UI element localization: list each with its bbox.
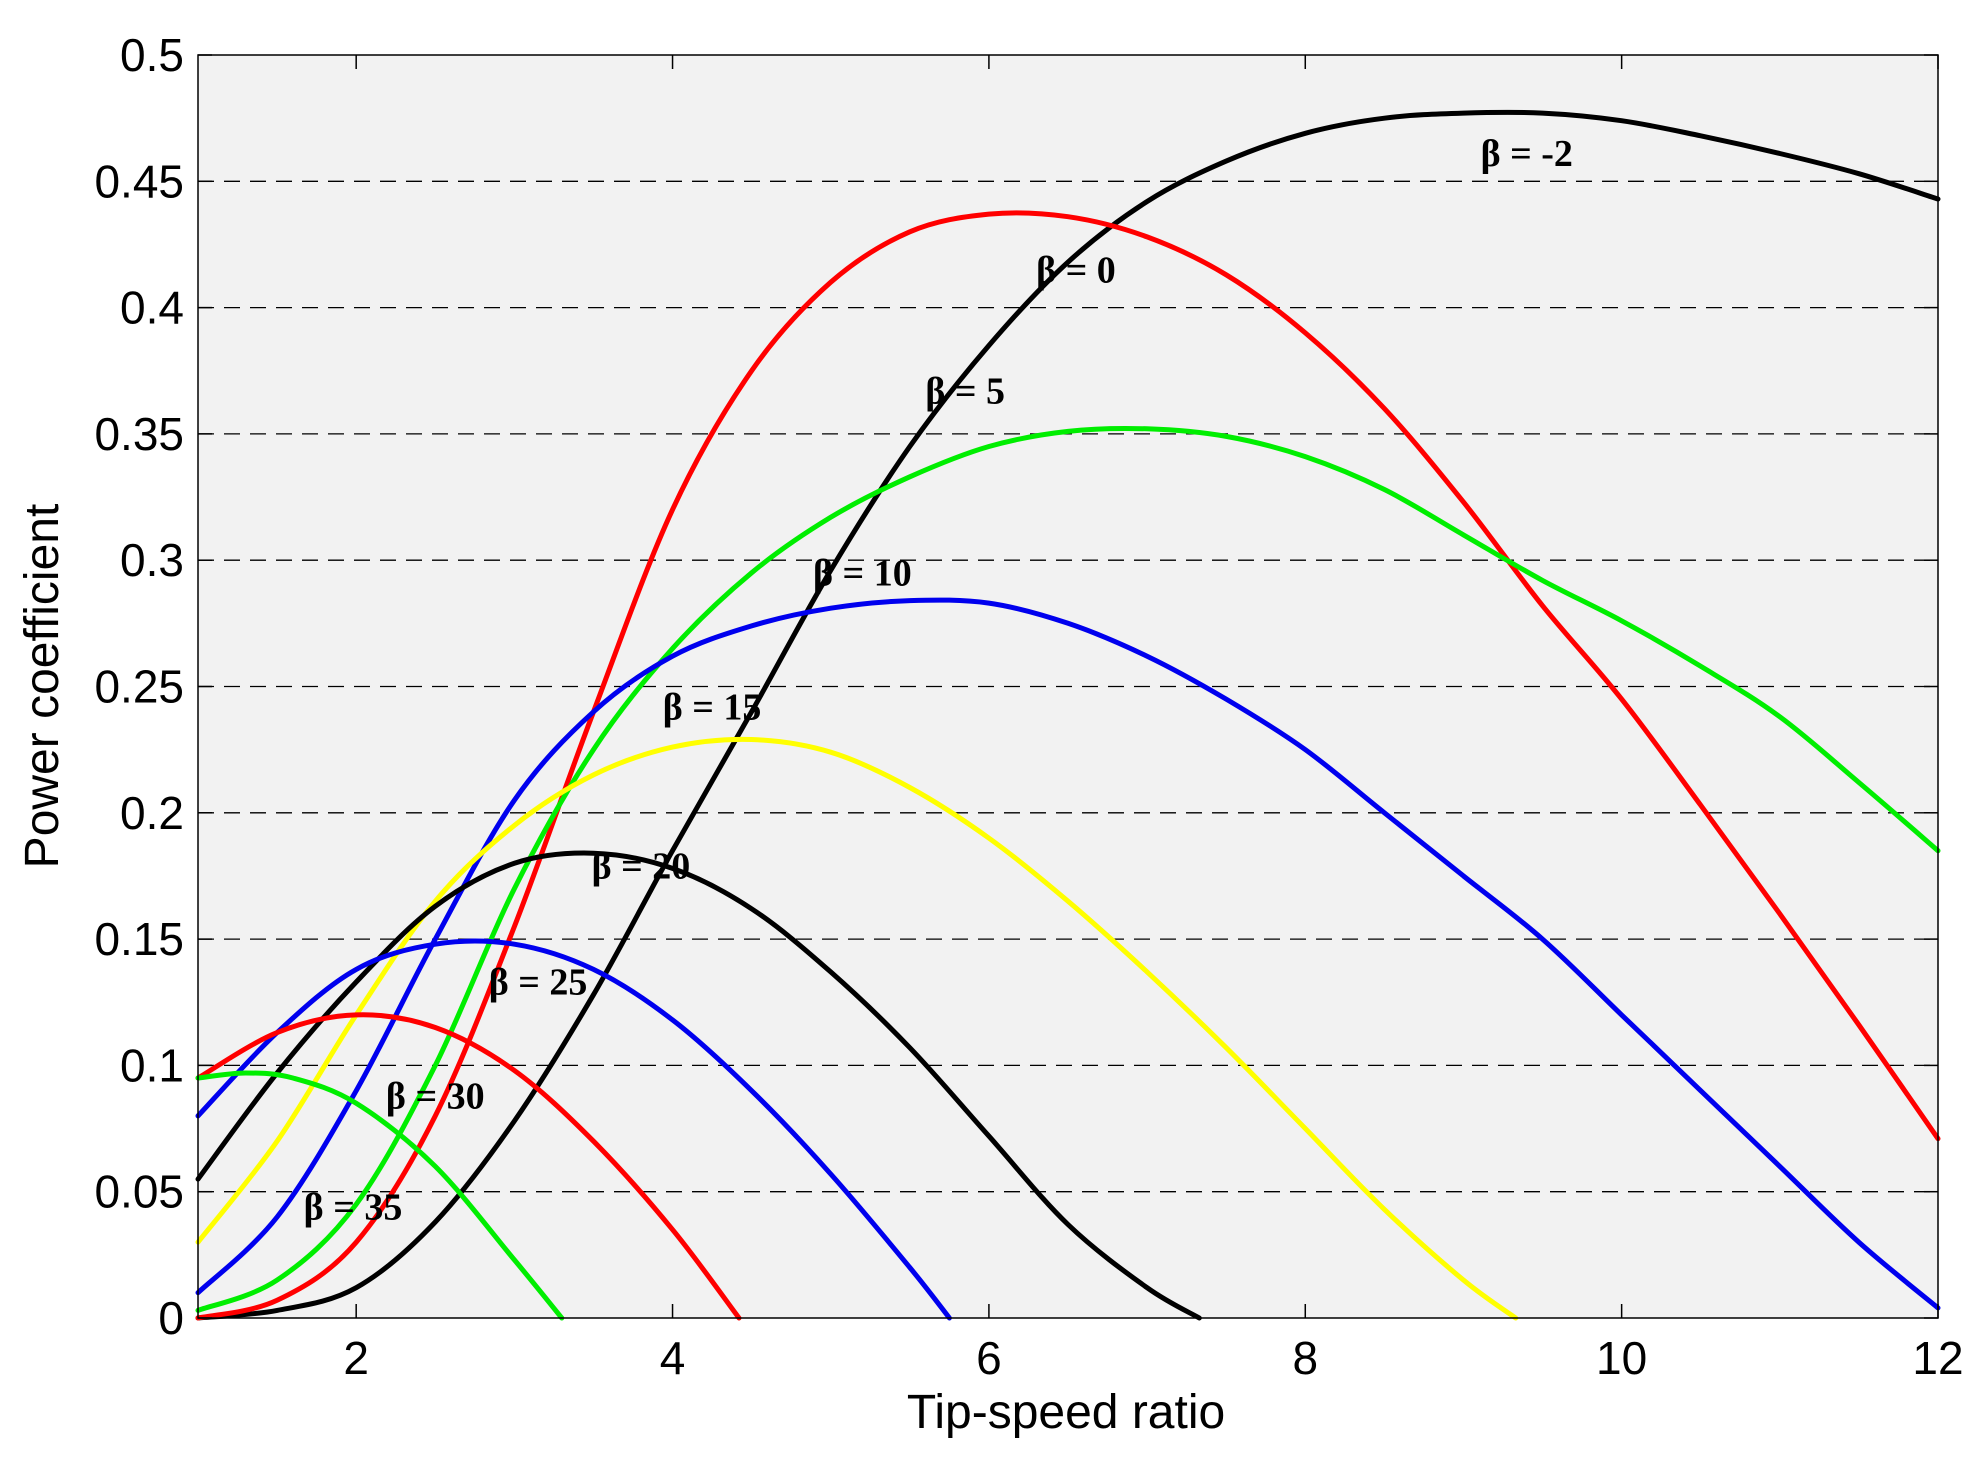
curve-label-beta-10: β = 10 (813, 552, 912, 594)
series-line-beta-5 (195, 425, 1941, 1313)
x-tick-label: 2 (343, 1332, 369, 1384)
x-tick-label: 10 (1596, 1332, 1647, 1384)
series-line-beta-30 (195, 1012, 742, 1321)
y-tick-label: 0.1 (120, 1039, 184, 1091)
y-tick-label: 0.4 (120, 282, 184, 334)
y-tick-label: 0.2 (120, 787, 184, 839)
tick-marks (198, 54, 1939, 1319)
y-tick-label: 0.05 (94, 1166, 184, 1218)
curve-labels: β = -2 β = 0 β = 5 β = 10 β = 15 β = 20 β = 25… (304, 133, 1573, 1228)
curve-label-beta-20: β = 20 (592, 845, 691, 887)
y-tick-label: 0.15 (94, 913, 184, 965)
x-axis-title: Tip-speed ratio (907, 1386, 1225, 1439)
series-group (195, 109, 1941, 1321)
series-line-beta-35 (195, 1070, 565, 1321)
x-tick-labels: 2 4 6 8 10 12 (343, 1332, 1963, 1384)
x-tick-label: 6 (976, 1332, 1002, 1384)
series-line-beta-25 (195, 938, 952, 1321)
curve-label-beta-30: β = 30 (386, 1075, 485, 1117)
y-axis-title: Power coefficient (16, 504, 69, 869)
series-line-beta-0 (195, 210, 1941, 1321)
x-tick-label: 12 (1912, 1332, 1963, 1384)
y-tick-label: 0.35 (94, 408, 184, 460)
curve-label-beta-0: β = 0 (1036, 249, 1116, 291)
y-tick-label: 0.45 (94, 155, 184, 207)
x-tick-label: 4 (660, 1332, 686, 1384)
x-tick-label: 8 (1292, 1332, 1318, 1384)
curve-label-beta-25: β = 25 (489, 962, 588, 1004)
series-line-beta-15 (195, 736, 1519, 1321)
y-tick-label: 0.25 (94, 661, 184, 713)
y-tick-label: 0.3 (120, 534, 184, 586)
series-line-beta-20 (195, 850, 1202, 1321)
y-tick-label: 0.5 (120, 29, 184, 81)
series-line-beta--2 (195, 109, 1941, 1321)
curve-label-beta-5: β = 5 (925, 371, 1005, 413)
curve-label-beta-35: β = 35 (304, 1186, 403, 1228)
y-tick-labels: 0 0.05 0.1 0.15 0.2 0.25 0.3 0.35 0.4 0.45 0.5 (94, 29, 184, 1344)
curve-label-beta--2: β = -2 (1481, 133, 1573, 175)
curve-label-beta-15: β = 15 (663, 686, 762, 728)
y-tick-label: 0 (158, 1292, 184, 1344)
series-line-beta-10 (195, 597, 1941, 1311)
